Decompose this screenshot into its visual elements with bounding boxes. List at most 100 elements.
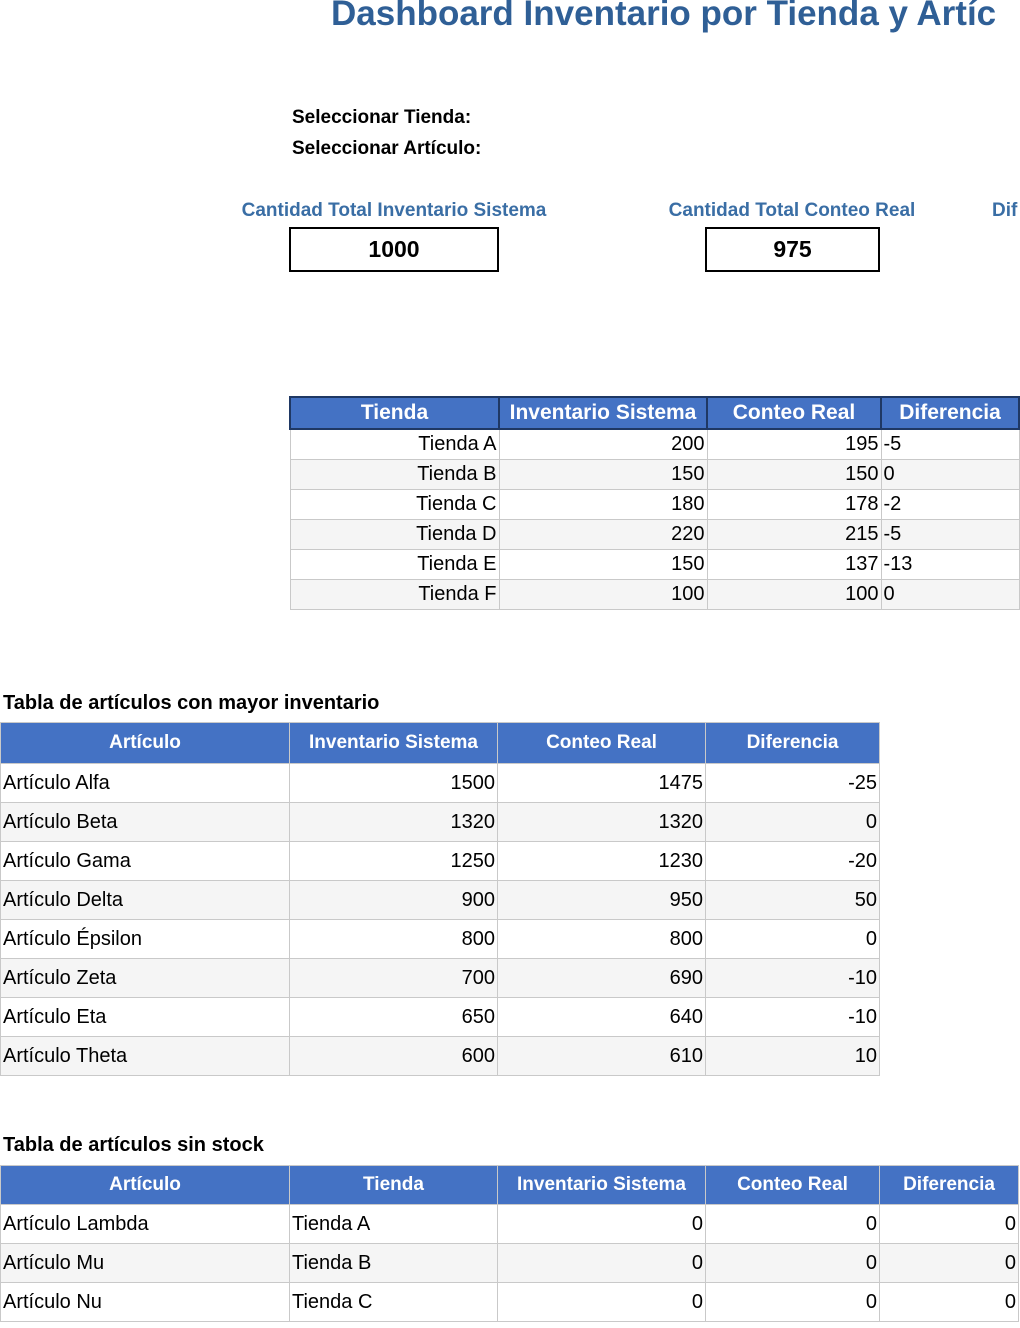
difference-cell[interactable]: -10 (705, 997, 880, 1037)
store-cell[interactable]: Tienda C (289, 1282, 498, 1322)
real-count-cell[interactable]: 1320 (497, 802, 706, 842)
store-cell[interactable]: Tienda B (289, 1243, 498, 1283)
table-row[interactable]: Artículo Delta 900 950 50 (0, 880, 880, 920)
article-cell[interactable]: Artículo Beta (0, 802, 290, 842)
difference-cell[interactable]: -10 (705, 958, 880, 998)
table-row[interactable]: Tienda F 100 100 0 (289, 579, 1020, 610)
article-cell[interactable]: Artículo Mu (0, 1243, 290, 1283)
real-count-cell[interactable]: 950 (497, 880, 706, 920)
system-inventory-cell[interactable]: 900 (289, 880, 498, 920)
difference-cell[interactable]: 0 (880, 459, 1020, 490)
table-row[interactable]: Tienda E 150 137 -13 (289, 549, 1020, 580)
article-cell[interactable]: Artículo Nu (0, 1282, 290, 1322)
difference-cell[interactable]: 0 (879, 1204, 1019, 1244)
store-cell[interactable]: Tienda B (289, 459, 500, 490)
real-count-cell[interactable]: 215 (706, 519, 882, 550)
real-count-cell[interactable]: 0 (705, 1243, 880, 1283)
difference-cell[interactable]: -5 (880, 519, 1020, 550)
column-header-real-count[interactable]: Conteo Real (705, 1165, 880, 1205)
table-row[interactable]: Artículo Lambda Tienda A 0 0 0 (0, 1204, 1019, 1244)
system-inventory-cell[interactable]: 600 (289, 1036, 498, 1076)
system-inventory-cell[interactable]: 150 (498, 459, 708, 490)
table-row[interactable]: Tienda D 220 215 -5 (289, 519, 1020, 550)
store-cell[interactable]: Tienda F (289, 579, 500, 610)
store-cell[interactable]: Tienda A (289, 1204, 498, 1244)
column-header-system-inventory[interactable]: Inventario Sistema (289, 722, 498, 764)
article-cell[interactable]: Artículo Gama (0, 841, 290, 881)
real-count-cell[interactable]: 0 (705, 1204, 880, 1244)
system-inventory-cell[interactable]: 650 (289, 997, 498, 1037)
article-cell[interactable]: Artículo Eta (0, 997, 290, 1037)
real-count-cell[interactable]: 1475 (497, 763, 706, 803)
column-header-article[interactable]: Artículo (0, 1165, 290, 1205)
store-cell[interactable]: Tienda E (289, 549, 500, 580)
difference-cell[interactable]: 0 (879, 1243, 1019, 1283)
difference-cell[interactable]: -5 (880, 428, 1020, 460)
difference-cell[interactable]: -20 (705, 841, 880, 881)
real-count-cell[interactable]: 610 (497, 1036, 706, 1076)
store-cell[interactable]: Tienda D (289, 519, 500, 550)
difference-cell[interactable]: 0 (880, 579, 1020, 610)
table-row[interactable]: Artículo Gama 1250 1230 -20 (0, 841, 880, 881)
article-cell[interactable]: Artículo Zeta (0, 958, 290, 998)
real-count-cell[interactable]: 137 (706, 549, 882, 580)
system-inventory-cell[interactable]: 0 (497, 1282, 706, 1322)
real-count-cell[interactable]: 100 (706, 579, 882, 610)
system-inventory-cell[interactable]: 1320 (289, 802, 498, 842)
table-row[interactable]: Artículo Beta 1320 1320 0 (0, 802, 880, 842)
table-row[interactable]: Artículo Eta 650 640 -10 (0, 997, 880, 1037)
system-inventory-cell[interactable]: 200 (498, 428, 708, 460)
store-cell[interactable]: Tienda A (289, 428, 500, 460)
article-cell[interactable]: Artículo Theta (0, 1036, 290, 1076)
difference-cell[interactable]: 0 (705, 919, 880, 959)
table-row[interactable]: Tienda B 150 150 0 (289, 459, 1020, 490)
table-row[interactable]: Artículo Nu Tienda C 0 0 0 (0, 1282, 1019, 1322)
system-inventory-cell[interactable]: 0 (497, 1243, 706, 1283)
system-inventory-cell[interactable]: 220 (498, 519, 708, 550)
column-header-store[interactable]: Tienda (289, 396, 500, 430)
column-header-store[interactable]: Tienda (289, 1165, 498, 1205)
real-count-cell[interactable]: 0 (705, 1282, 880, 1322)
difference-cell[interactable]: 0 (705, 802, 880, 842)
difference-cell[interactable]: 50 (705, 880, 880, 920)
article-cell[interactable]: Artículo Delta (0, 880, 290, 920)
column-header-difference[interactable]: Diferencia (879, 1165, 1019, 1205)
column-header-difference[interactable]: Diferencia (705, 722, 880, 764)
real-count-cell[interactable]: 640 (497, 997, 706, 1037)
table-row[interactable]: Artículo Theta 600 610 10 (0, 1036, 880, 1076)
article-cell[interactable]: Artículo Alfa (0, 763, 290, 803)
real-count-cell[interactable]: 1230 (497, 841, 706, 881)
system-inventory-cell[interactable]: 800 (289, 919, 498, 959)
article-cell[interactable]: Artículo Lambda (0, 1204, 290, 1244)
real-count-cell[interactable]: 690 (497, 958, 706, 998)
column-header-real-count[interactable]: Conteo Real (706, 396, 882, 430)
column-header-system-inventory[interactable]: Inventario Sistema (497, 1165, 706, 1205)
table-row[interactable]: Tienda C 180 178 -2 (289, 489, 1020, 520)
difference-cell[interactable]: -25 (705, 763, 880, 803)
table-row[interactable]: Tienda A 200 195 -5 (289, 428, 1020, 460)
real-count-cell[interactable]: 800 (497, 919, 706, 959)
table-row[interactable]: Artículo Alfa 1500 1475 -25 (0, 763, 880, 803)
difference-cell[interactable]: 0 (879, 1282, 1019, 1322)
system-inventory-cell[interactable]: 1500 (289, 763, 498, 803)
difference-cell[interactable]: -13 (880, 549, 1020, 580)
system-inventory-cell[interactable]: 0 (497, 1204, 706, 1244)
column-header-difference[interactable]: Diferencia (880, 396, 1020, 430)
column-header-article[interactable]: Artículo (0, 722, 290, 764)
article-cell[interactable]: Artículo Épsilon (0, 919, 290, 959)
store-cell[interactable]: Tienda C (289, 489, 500, 520)
real-count-cell[interactable]: 150 (706, 459, 882, 490)
system-inventory-cell[interactable]: 180 (498, 489, 708, 520)
table-row[interactable]: Artículo Mu Tienda B 0 0 0 (0, 1243, 1019, 1283)
difference-cell[interactable]: 10 (705, 1036, 880, 1076)
real-count-cell[interactable]: 178 (706, 489, 882, 520)
column-header-real-count[interactable]: Conteo Real (497, 722, 706, 764)
real-count-cell[interactable]: 195 (706, 428, 882, 460)
column-header-system-inventory[interactable]: Inventario Sistema (498, 396, 708, 430)
system-inventory-cell[interactable]: 100 (498, 579, 708, 610)
table-row[interactable]: Artículo Épsilon 800 800 0 (0, 919, 880, 959)
system-inventory-cell[interactable]: 1250 (289, 841, 498, 881)
difference-cell[interactable]: -2 (880, 489, 1020, 520)
system-inventory-cell[interactable]: 150 (498, 549, 708, 580)
system-inventory-cell[interactable]: 700 (289, 958, 498, 998)
